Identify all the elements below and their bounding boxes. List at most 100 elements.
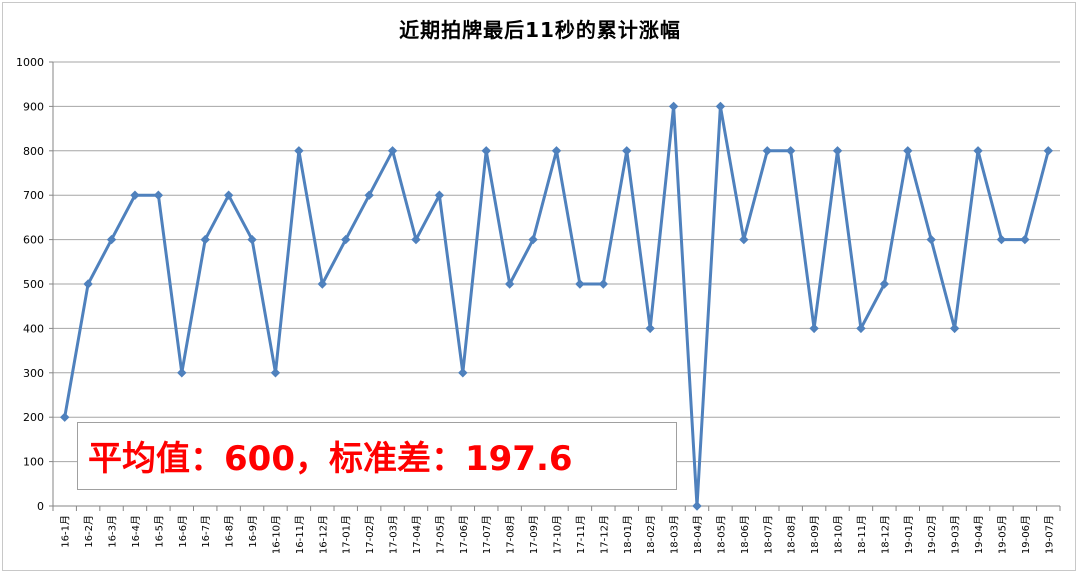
data-point-marker	[622, 146, 632, 156]
x-tick-label: 18-03月	[669, 515, 681, 554]
data-point-marker	[528, 234, 538, 245]
y-tick-label: 300	[23, 367, 44, 380]
data-point-marker	[598, 279, 609, 289]
data-point-marker	[903, 146, 913, 156]
x-tick-label: 19-04月	[973, 515, 985, 554]
x-tick-label: 19-05月	[996, 515, 1008, 554]
data-point-marker	[411, 234, 421, 245]
x-tick-label: 19-03月	[950, 515, 962, 554]
stats-annotation-text: 平均值：600，标准差：197.6	[88, 439, 573, 479]
y-tick-label: 900	[23, 100, 44, 113]
x-tick-label: 18-06月	[739, 515, 751, 554]
data-point-marker	[551, 146, 562, 156]
x-tick-label: 17-10月	[552, 515, 564, 554]
data-point-marker	[832, 146, 843, 156]
x-tick-label: 17-09月	[528, 515, 540, 554]
data-point-marker	[200, 234, 210, 245]
data-point-marker	[434, 190, 445, 200]
x-tick-label: 17-07月	[481, 515, 493, 554]
x-tick-label: 17-06月	[458, 515, 470, 554]
x-tick-label: 17-01月	[341, 515, 353, 554]
x-tick-label: 16-1月	[60, 515, 72, 548]
data-point-marker	[926, 234, 936, 245]
data-point-marker	[223, 190, 234, 200]
data-point-marker	[879, 279, 890, 289]
data-point-marker	[575, 279, 585, 289]
x-tick-label: 18-07月	[762, 515, 774, 554]
x-tick-label: 17-11月	[575, 515, 587, 554]
x-tick-label: 16-10月	[270, 515, 282, 554]
y-tick-label: 100	[23, 456, 44, 469]
data-point-marker	[458, 368, 468, 378]
x-tick-label: 19-01月	[903, 515, 915, 554]
x-tick-label: 18-01月	[622, 515, 634, 554]
data-point-marker	[130, 190, 140, 200]
data-point-marker	[60, 412, 70, 422]
x-tick-label: 17-08月	[505, 515, 517, 554]
y-tick-label: 500	[23, 278, 44, 291]
y-tick-label: 700	[23, 189, 44, 202]
data-point-marker	[270, 368, 281, 378]
chart-title: 近期拍牌最后11秒的累计涨幅	[399, 18, 681, 42]
x-tick-label: 16-9月	[247, 515, 259, 548]
x-tick-label: 19-07月	[1043, 515, 1055, 554]
data-point-marker	[364, 190, 374, 200]
x-tick-label: 17-12月	[598, 515, 610, 554]
data-point-marker	[294, 146, 304, 156]
x-tick-label: 16-3月	[107, 515, 119, 548]
data-point-marker	[785, 146, 796, 156]
y-tick-label: 1000	[16, 56, 44, 69]
data-point-marker	[645, 323, 655, 334]
x-tick-label: 17-02月	[364, 515, 376, 554]
data-point-marker	[809, 323, 819, 334]
x-tick-label: 16-11月	[294, 515, 306, 554]
data-point-marker	[504, 279, 515, 289]
x-tick-label: 16-2月	[83, 515, 95, 548]
stats-annotation-box: 平均值：600，标准差：197.6	[77, 422, 677, 490]
data-point-marker	[996, 234, 1007, 245]
data-point-marker	[973, 146, 983, 156]
data-point-marker	[762, 146, 772, 156]
data-point-marker	[106, 234, 117, 245]
data-point-marker	[341, 234, 351, 245]
x-tick-label: 19-02月	[926, 515, 938, 554]
x-tick-label: 19-06月	[1020, 515, 1032, 554]
x-tick-label: 18-05月	[715, 515, 727, 554]
x-tick-label: 16-6月	[177, 515, 189, 548]
x-tick-label: 18-08月	[786, 515, 798, 554]
data-point-marker	[949, 323, 960, 334]
data-point-marker	[1043, 146, 1053, 156]
data-point-marker	[481, 146, 491, 156]
data-point-marker	[739, 234, 749, 245]
y-tick-label: 0	[37, 500, 44, 513]
x-tick-label: 18-02月	[645, 515, 657, 554]
x-tick-label: 16-8月	[224, 515, 236, 548]
x-tick-label: 16-4月	[130, 515, 142, 548]
data-point-marker	[83, 279, 93, 289]
data-point-marker	[387, 146, 398, 156]
data-point-marker	[177, 368, 187, 378]
x-tick-label: 17-03月	[388, 515, 400, 554]
x-tick-label: 17-05月	[434, 515, 446, 554]
x-tick-label: 16-5月	[153, 515, 165, 548]
x-tick-label: 16-12月	[317, 515, 329, 554]
x-tick-label: 17-04月	[411, 515, 423, 554]
data-point-marker	[856, 323, 866, 334]
y-tick-label: 400	[23, 322, 44, 335]
x-tick-label: 16-7月	[200, 515, 212, 548]
data-point-marker	[715, 101, 726, 112]
x-tick-label: 18-12月	[879, 515, 891, 554]
y-tick-label: 800	[23, 145, 44, 158]
y-tick-label: 200	[23, 411, 44, 424]
x-tick-label: 18-10月	[833, 515, 845, 554]
data-point-marker	[247, 234, 257, 245]
x-tick-label: 18-04月	[692, 515, 704, 554]
data-point-marker	[153, 190, 164, 200]
data-point-marker	[668, 101, 679, 112]
data-point-marker	[1020, 234, 1030, 245]
x-tick-label: 18-11月	[856, 515, 868, 554]
y-tick-label: 600	[23, 234, 44, 247]
data-point-marker	[317, 279, 328, 289]
data-point-marker	[692, 501, 702, 511]
x-tick-label: 18-09月	[809, 515, 821, 554]
